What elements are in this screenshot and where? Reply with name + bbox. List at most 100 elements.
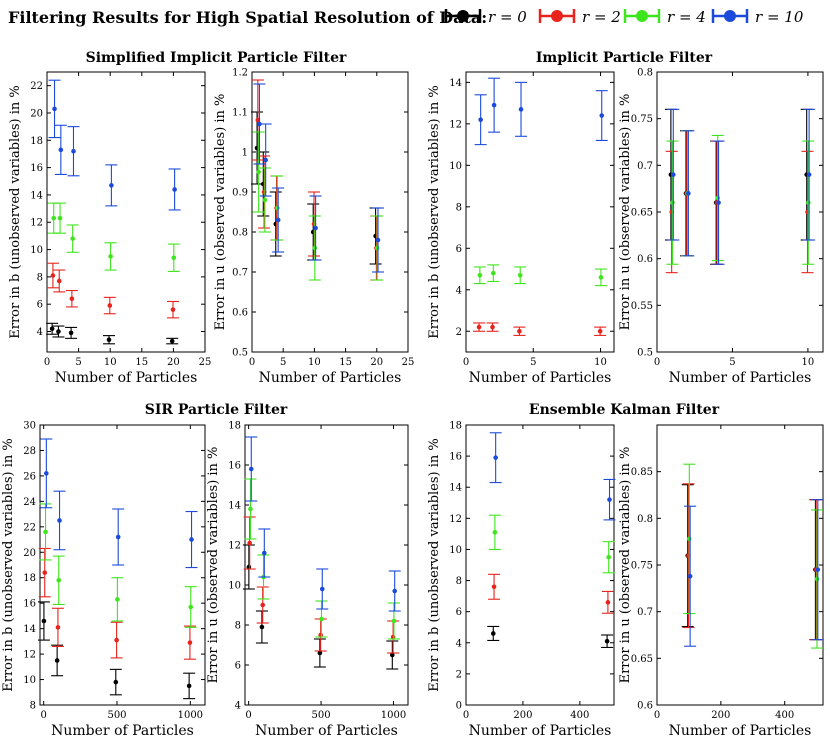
errorbar-point: [53, 269, 66, 293]
data-point: [275, 205, 280, 211]
x-tick-label: 1000: [381, 710, 406, 721]
x-tick-label: 400: [775, 710, 794, 721]
errorbar-point: [801, 150, 814, 274]
errorbar-point: [684, 505, 697, 647]
x-axis-label: Number of Particles: [469, 723, 612, 739]
y-tick-label: 18: [449, 421, 462, 432]
errorbar-point: [386, 640, 399, 670]
data-point: [599, 113, 605, 118]
data-point: [491, 102, 497, 108]
errorbar-point: [712, 140, 725, 265]
errorbar-point: [258, 155, 271, 229]
y-tick-label: 6: [456, 244, 462, 255]
x-tick-label: 0: [44, 357, 50, 368]
x-tick-label: 0: [654, 710, 660, 721]
data-point: [262, 550, 267, 556]
x-tick-label: 15: [135, 357, 148, 368]
plot-frame: [39, 424, 206, 706]
data-point: [375, 237, 381, 243]
errorbar-point: [51, 607, 64, 648]
y-tick-label: 0.5: [637, 348, 653, 359]
errorbar-point: [308, 191, 320, 257]
subplot-6: 0 200 400 0 2 4 6 8 10 12 14 16 18 Number of Particle…: [427, 421, 616, 739]
subplot-3: 0 5 10 0.5 0.55 0.6 0.65 0.7 0.75 0.8 Number of Pa…: [618, 68, 824, 386]
data-point: [390, 652, 395, 658]
errorbar-point: [474, 94, 487, 146]
data-point: [188, 604, 194, 610]
data-point: [56, 329, 61, 334]
errorbar-point: [271, 175, 284, 241]
y-tick-label: 8: [235, 621, 241, 632]
data-point: [260, 602, 266, 608]
y-tick-label: 6: [37, 300, 43, 311]
errorbar-point: [682, 130, 695, 257]
x-tick-label: 0: [654, 357, 660, 368]
legend: r = 0 r = 2 r = 4 r = 10: [444, 8, 804, 26]
errorbar-point: [103, 296, 116, 315]
errorbar-point: [515, 81, 528, 137]
y-tick-label: 16: [23, 599, 36, 610]
data-point: [607, 497, 612, 502]
errorbar-point: [803, 108, 816, 241]
data-point: [491, 270, 496, 276]
data-point: [263, 157, 268, 163]
y-tick-label: 22: [30, 81, 43, 92]
y-tick-label: 0.6: [637, 701, 653, 712]
y-tick-label: 16: [30, 163, 43, 174]
x-tick-label: 400: [570, 710, 589, 721]
errorbar-point: [371, 215, 384, 281]
x-tick-label: 10: [594, 357, 607, 368]
y-tick-label: 2: [456, 327, 462, 338]
y-tick-label: 20: [30, 108, 43, 119]
x-tick-label: 0: [463, 357, 469, 368]
y-tick-label: 20: [23, 548, 36, 559]
errorbar-point: [489, 432, 502, 484]
x-tick-label: 25: [402, 357, 415, 368]
y-tick-label: 12: [449, 514, 462, 525]
errorbar-point: [166, 337, 179, 345]
panel-title-implicit: Implicit Particle Filter: [536, 50, 713, 66]
data-point: [670, 172, 676, 177]
data-point: [477, 272, 483, 278]
data-point: [115, 597, 120, 602]
legend-label-3: r = 10: [755, 8, 804, 26]
x-tick-label: 10: [802, 357, 815, 368]
errorbar-point: [65, 289, 78, 308]
panel-title-enkf: Ensemble Kalman Filter: [529, 402, 720, 418]
subplot-7: 0 200 400 0.6 0.65 0.7 0.75 0.8 0.85 Number of Pa…: [618, 424, 824, 739]
subplot-0: 0 5 10 15 20 25 4 6 8 10 12 14 16 18 20 22 Number of Par…: [8, 71, 211, 386]
data-point: [374, 245, 380, 251]
errorbar-point: [594, 326, 607, 336]
main-title: Filtering Results for High Spatial Resol…: [8, 8, 487, 27]
errorbar-point: [105, 164, 118, 207]
y-tick-label: 0.8: [637, 68, 653, 79]
y-axis-label: Error in u (observed variables) in %: [618, 447, 633, 684]
x-tick-label: 0: [249, 357, 255, 368]
y-tick-label: 0.55: [631, 301, 653, 312]
data-point: [517, 272, 523, 278]
errorbar-point: [167, 300, 179, 319]
data-point: [171, 255, 177, 261]
x-axis-label: Number of Particles: [55, 370, 198, 386]
data-point: [107, 303, 113, 308]
data-point: [52, 106, 57, 112]
x-tick-label: 500: [107, 710, 126, 721]
legend-label-2: r = 4: [667, 8, 706, 26]
data-point: [172, 187, 177, 192]
plot-frame: [656, 424, 824, 706]
plot-frame: [244, 424, 409, 706]
y-tick-label: 12: [30, 218, 43, 229]
data-point: [814, 576, 820, 582]
data-point: [490, 324, 495, 330]
errorbar-point: [473, 266, 486, 285]
data-point: [170, 307, 176, 312]
errorbar-point: [103, 335, 115, 345]
data-point: [109, 183, 114, 188]
errorbar-point: [811, 499, 824, 641]
errorbar-point: [40, 438, 53, 509]
data-point: [71, 148, 76, 154]
errorbar-point: [258, 167, 271, 233]
y-tick-label: 16: [228, 461, 241, 472]
y-tick-label: 0.5: [232, 348, 248, 359]
errorbar-point: [184, 586, 197, 628]
